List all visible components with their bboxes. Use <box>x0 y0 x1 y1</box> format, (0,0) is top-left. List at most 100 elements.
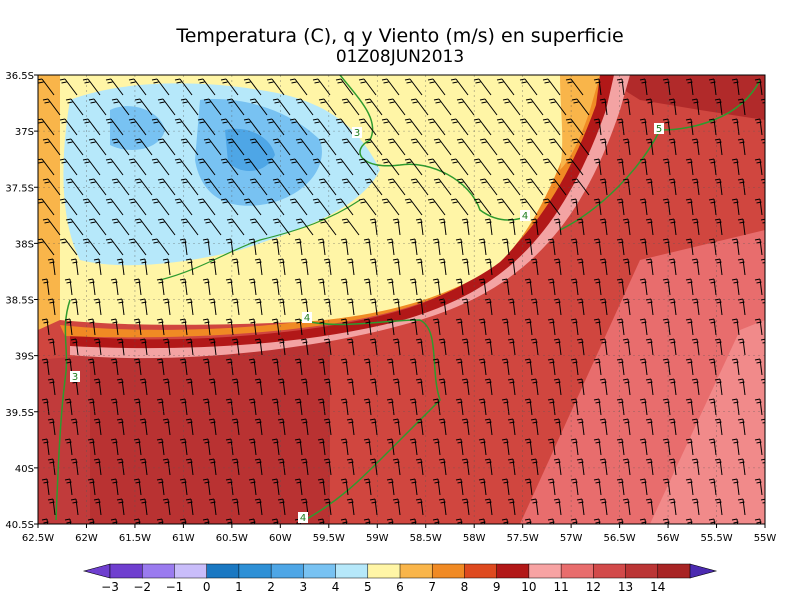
lon-tick-label: 62W <box>75 533 98 544</box>
wind-barb <box>685 78 694 96</box>
wind-barb <box>708 278 717 296</box>
wind-barb <box>300 418 309 436</box>
wind-barb <box>87 438 96 456</box>
wind-barb <box>438 378 447 396</box>
wind-barb <box>576 498 585 516</box>
wind-barb <box>254 338 263 356</box>
colorbar-tick-label: 4 <box>332 580 340 594</box>
wind-barb <box>174 158 193 176</box>
wind-barb <box>461 498 470 516</box>
wind-barb <box>105 158 124 176</box>
wind-barb <box>340 318 349 336</box>
wind-barb <box>346 378 355 396</box>
wind-barb <box>738 539 745 555</box>
wind-barb <box>639 118 648 136</box>
wind-barb <box>323 338 332 356</box>
wind-barb <box>47 338 56 356</box>
wind-barb <box>639 318 648 336</box>
lat-tick-label: 39.5S <box>5 408 34 419</box>
wind-barb <box>179 438 188 456</box>
longitude-axis: 62.5W 62W 61.5W 61W 60.5W 60W 59.5W 59W 58.5W 58W… <box>22 524 776 544</box>
wind-barb <box>156 438 165 456</box>
wind-barb <box>386 278 395 296</box>
wind-barb <box>289 78 308 96</box>
wind-barb <box>157 98 176 116</box>
wind-barb <box>294 318 303 336</box>
wind-barb <box>38 198 55 216</box>
wind-barb <box>185 378 194 396</box>
wind-barb <box>668 138 677 156</box>
wind-barb <box>524 238 533 256</box>
wind-barb <box>415 258 424 276</box>
wind-barb <box>737 98 746 116</box>
wind-barb <box>714 378 723 396</box>
map-gridlines <box>38 75 765 524</box>
wind-barb <box>450 118 469 136</box>
wind-barb <box>685 318 694 336</box>
wind-barb <box>645 418 654 436</box>
wind-barb <box>93 258 102 276</box>
wind-barb <box>691 138 700 156</box>
wind-barb <box>111 98 130 116</box>
wind-barb <box>59 78 78 96</box>
wind-barb <box>478 518 486 524</box>
wind-barb <box>116 498 125 516</box>
wind-barb <box>128 78 147 96</box>
wind-barb <box>64 278 73 296</box>
wind-barb <box>501 478 510 496</box>
wind-barb <box>455 518 463 524</box>
wind-barb <box>392 258 401 276</box>
wind-barb <box>208 258 217 276</box>
wind-barb <box>455 238 464 256</box>
contour-label: 4 <box>300 513 306 524</box>
wind-barb <box>530 458 539 476</box>
wind-barb <box>760 338 765 344</box>
wind-barb <box>243 198 262 216</box>
wind-barb <box>208 458 217 476</box>
wind-barb <box>571 138 590 156</box>
wind-barb <box>502 138 521 156</box>
wind-barb <box>542 78 561 96</box>
wind-barb <box>622 498 631 516</box>
wind-barb <box>760 178 765 184</box>
wind-barb <box>616 238 625 256</box>
wind-barb <box>530 498 539 516</box>
wind-barb <box>128 198 147 216</box>
wind-barb <box>162 458 171 476</box>
wind-barb <box>438 338 447 356</box>
wind-barb <box>548 138 567 156</box>
wind-barb <box>254 418 263 436</box>
wind-barb <box>519 198 538 216</box>
wind-barb <box>197 118 216 136</box>
wind-barb <box>576 418 585 436</box>
wind-barb <box>754 438 763 456</box>
wind-barb <box>386 438 395 456</box>
wind-barb <box>553 378 562 396</box>
wind-barb <box>197 78 216 96</box>
wind-barb <box>639 478 648 496</box>
wind-barb <box>409 438 418 456</box>
wind-barb <box>645 258 654 276</box>
wind-barb <box>105 198 124 216</box>
wind-barb <box>553 218 562 236</box>
wind-barb <box>335 158 354 176</box>
wind-barb <box>547 318 556 336</box>
colorbar-swatch <box>625 563 659 579</box>
colorbar-tick-label: 5 <box>364 580 372 594</box>
wind-barb <box>231 338 240 356</box>
wind-barb <box>714 138 723 156</box>
wind-barb <box>82 198 101 216</box>
wind-barb <box>254 458 263 476</box>
wind-barb <box>754 238 763 256</box>
wind-barb <box>105 118 124 136</box>
contour-label: 5 <box>656 124 662 135</box>
wind-barb <box>70 458 79 476</box>
lon-tick-label: 56.5W <box>604 533 636 544</box>
wind-barb <box>778 519 785 535</box>
colorbar-swatch <box>560 563 594 579</box>
wind-barb <box>179 518 187 524</box>
wind-barb <box>668 418 677 436</box>
wind-barb <box>484 218 493 236</box>
wind-barb <box>409 238 418 256</box>
wind-barb <box>708 358 717 376</box>
